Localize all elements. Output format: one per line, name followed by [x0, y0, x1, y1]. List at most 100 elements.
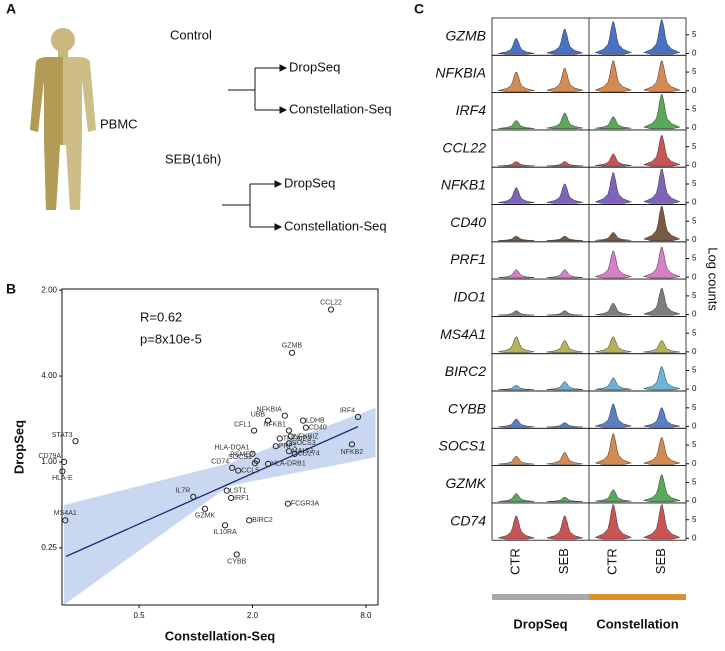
gene-label: IDO1 [453, 288, 486, 304]
violin [594, 21, 633, 55]
data-point [264, 417, 272, 424]
violin [546, 381, 583, 391]
violin [643, 340, 680, 353]
y-tick-label: 0 [692, 496, 697, 505]
gene-label: GZMB [446, 27, 486, 43]
data-point [264, 460, 272, 467]
violin [594, 172, 633, 204]
y-tick-label: 5 [692, 104, 697, 113]
gene-label: NFKBIA [435, 65, 486, 81]
violin [594, 504, 633, 540]
y-tick-label: 2.00 [41, 285, 57, 294]
violin [546, 28, 583, 55]
violin [498, 515, 535, 540]
method: DropSeq [289, 59, 340, 74]
gene-label: CD40 [450, 214, 486, 230]
point-label: NFKBIA [257, 407, 283, 414]
violin [594, 60, 633, 92]
violin [643, 474, 680, 503]
violin [498, 235, 535, 241]
y-tick-label: 5 [692, 30, 697, 39]
violin [595, 116, 632, 130]
data-point [201, 505, 209, 512]
x-tick-label: CTR [605, 548, 620, 575]
violin [546, 235, 583, 241]
violin [498, 161, 535, 167]
x-axis-label: Constellation-Seq [165, 628, 276, 643]
y-tick-label: 5 [692, 216, 697, 225]
violin [595, 377, 632, 391]
violin [594, 433, 633, 465]
data-point [285, 427, 292, 434]
y-tick-label: 5 [692, 328, 697, 337]
sample: PBMC [100, 116, 138, 131]
point-label: IRF1 [234, 495, 249, 502]
y-tick-label: 5 [692, 291, 697, 300]
gene-label: CD74 [450, 512, 486, 528]
violin [498, 493, 535, 503]
violin [643, 504, 681, 540]
violin [498, 187, 535, 204]
point-label: PRF1 [279, 443, 297, 450]
data-point [228, 494, 235, 502]
group-label: DropSeq [513, 616, 567, 631]
data-point [272, 443, 279, 450]
data-point [190, 493, 197, 500]
y-tick-label: 5 [692, 440, 697, 449]
violin [643, 168, 681, 204]
point-label: SOCS1 [228, 454, 252, 461]
point-label: CD79A [38, 453, 61, 460]
data-point [72, 438, 79, 445]
data-point [302, 424, 309, 431]
y-tick-label: 1.00 [41, 457, 57, 466]
plot-frame [61, 288, 379, 606]
x-tick-label: CTR [508, 548, 523, 575]
y-tick-label: 0 [692, 49, 697, 58]
point-label: UBB [251, 411, 266, 418]
data-point [62, 517, 69, 524]
point-label: SOCS3 [292, 440, 316, 447]
point-label: TNFAIP3 [283, 435, 312, 442]
point-label: CCL22 [320, 299, 342, 306]
x-tick-label: 8.0 [360, 611, 372, 620]
data-point [233, 551, 240, 558]
y-tick-label: 0 [692, 272, 697, 281]
violin [498, 120, 535, 130]
point-label: NFKB1 [263, 421, 286, 428]
point-label: HLA-DQA1 [214, 445, 249, 452]
point-label: LST1 [230, 487, 247, 494]
gene-label: CCL22 [442, 139, 486, 155]
y-tick-label: 5 [692, 254, 697, 263]
y-tick-label: 0 [692, 235, 697, 244]
data-point [246, 517, 253, 524]
violin [643, 407, 680, 428]
panel-label: B [6, 281, 16, 297]
method: Constellation-Seq [289, 101, 392, 116]
point-label: CCL5 [241, 467, 259, 474]
violin [546, 422, 583, 428]
data-point [60, 458, 68, 466]
point-label: IL7R [175, 488, 190, 495]
y-tick-label: 0 [692, 198, 697, 207]
violin [546, 161, 583, 167]
x-tick-label: 2.0 [247, 611, 259, 620]
y-tick-label: 5 [692, 179, 697, 188]
point-label: NFKBIZ [294, 433, 320, 440]
violin [498, 269, 535, 279]
point-label: CD274 [298, 451, 320, 458]
data-point [327, 306, 335, 313]
regression-line [65, 426, 359, 557]
violin [595, 336, 632, 353]
violin [498, 418, 535, 428]
scatter-plot: 0.5 2.0 8.0 0.25 1.00 4.00 2.00 CCL22 GZMB IRF4 NF… [11, 285, 379, 643]
violin [546, 515, 583, 540]
violin [643, 437, 680, 465]
violin [546, 452, 583, 465]
data-point [291, 450, 298, 457]
point-label: PSME2 [230, 452, 254, 459]
annotation: p=8x10e-5 [140, 331, 202, 346]
violin [498, 38, 535, 55]
violin [595, 489, 632, 503]
y-tick-label: 0 [692, 459, 697, 468]
